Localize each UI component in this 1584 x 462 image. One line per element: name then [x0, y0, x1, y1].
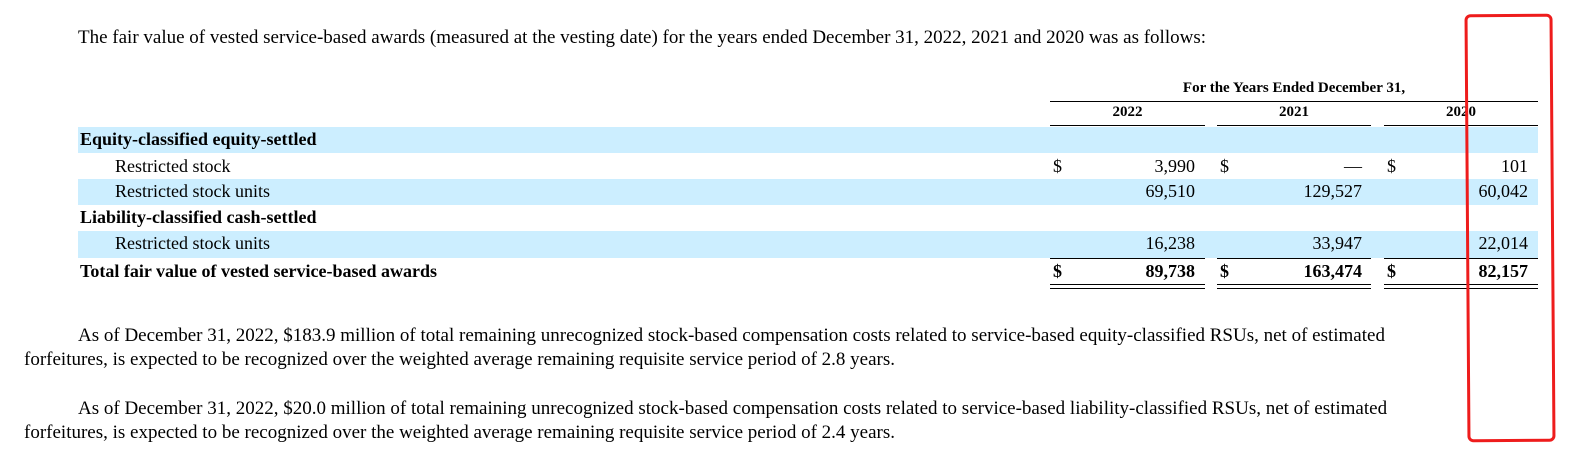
- cell-rsu-liability-2022: 16,238: [1145, 233, 1196, 253]
- year-2021-header: 2021: [1279, 104, 1309, 120]
- row-label-total: Total fair value of vested service-based…: [80, 261, 437, 281]
- subtotal-rule-2020: [1384, 258, 1538, 259]
- currency-symbol: $: [1053, 261, 1062, 281]
- header-rule: [1050, 101, 1538, 102]
- cell-rsu-equity-2021: 129,527: [1303, 181, 1363, 201]
- currency-symbol: $: [1387, 261, 1396, 281]
- row-label-restricted-stock: Restricted stock: [115, 156, 231, 176]
- cell-rsu-equity-2020: 60,042: [1478, 181, 1529, 201]
- total-double-rule-2020: [1384, 284, 1538, 289]
- paragraph-liability-line2: forfeitures, is expected to be recognize…: [24, 422, 895, 443]
- section-label-equity: Equity-classified equity-settled: [80, 129, 317, 149]
- red-annotation-box: [1464, 13, 1556, 443]
- year-rule-2021: [1217, 125, 1371, 126]
- band-row-rsu-equity: [78, 179, 1538, 205]
- cell-restricted-stock-2021: —: [1344, 156, 1362, 176]
- year-2020-header: 2020: [1446, 104, 1476, 120]
- currency-symbol: $: [1220, 156, 1229, 176]
- year-2022-header: 2022: [1112, 104, 1143, 120]
- cell-total-2022: 89,738: [1145, 261, 1196, 281]
- band-row-rsu-liability: [78, 231, 1538, 258]
- row-label-rsu-equity: Restricted stock units: [115, 181, 270, 201]
- cell-total-2020: 82,157: [1478, 261, 1529, 281]
- cell-restricted-stock-2020: 101: [1501, 156, 1528, 176]
- section-label-liability: Liability-classified cash-settled: [80, 207, 317, 227]
- currency-symbol: $: [1387, 156, 1396, 176]
- cell-rsu-equity-2022: 69,510: [1145, 181, 1196, 201]
- paragraph-liability-line1: As of December 31, 2022, $20.0 million o…: [78, 398, 1388, 419]
- row-label-rsu-liability: Restricted stock units: [115, 233, 270, 253]
- total-double-rule-2021: [1217, 284, 1371, 289]
- band-section-equity: [78, 127, 1538, 153]
- year-rule-2020: [1384, 125, 1538, 126]
- subtotal-rule-2022: [1050, 258, 1205, 259]
- currency-symbol: $: [1053, 156, 1062, 176]
- total-double-rule-2022: [1050, 284, 1205, 289]
- currency-symbol: $: [1220, 261, 1229, 281]
- paragraph-equity-line2: forfeitures, is expected to be recognize…: [24, 349, 895, 370]
- intro-text: The fair value of vested service-based a…: [78, 27, 1206, 48]
- cell-total-2021: 163,474: [1303, 261, 1363, 281]
- paragraph-equity-line1: As of December 31, 2022, $183.9 million …: [78, 325, 1385, 346]
- year-rule-2022: [1050, 125, 1205, 126]
- subtotal-rule-2021: [1217, 258, 1371, 259]
- cell-restricted-stock-2022: 3,990: [1154, 156, 1196, 176]
- cell-rsu-liability-2021: 33,947: [1312, 233, 1363, 253]
- cell-rsu-liability-2020: 22,014: [1478, 233, 1529, 253]
- table-header-title: For the Years Ended December 31,: [1182, 80, 1406, 96]
